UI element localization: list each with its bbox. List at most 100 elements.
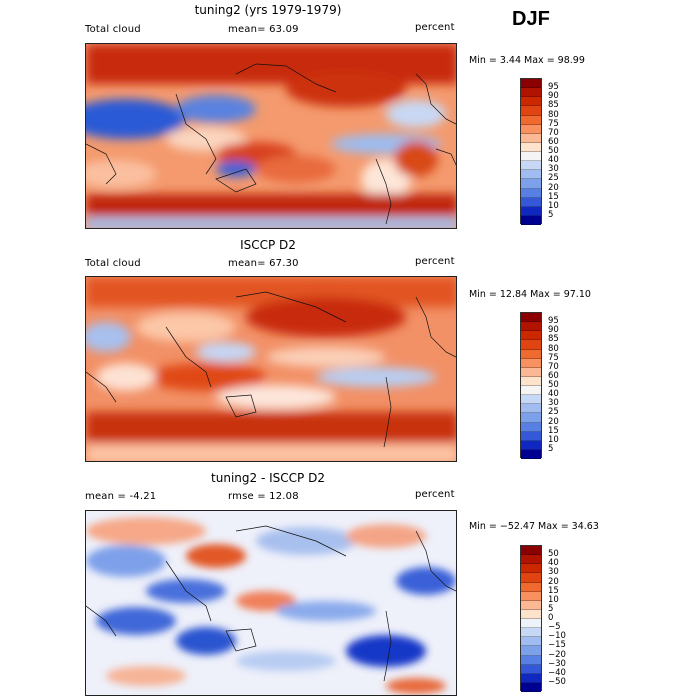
- panel-1-map: [85, 43, 457, 229]
- panel-3-map: [85, 510, 457, 696]
- colorbar-label: 25: [548, 407, 559, 418]
- colorbar-swatch: [521, 349, 541, 359]
- colorbar-label: −40: [548, 667, 566, 678]
- colorbar-label: 15: [548, 425, 559, 436]
- panel-1-field-label: Total cloud: [85, 24, 141, 35]
- colorbar-label: 70: [548, 361, 559, 372]
- colorbar-label: 50: [548, 549, 559, 560]
- panel-3-units: percent: [415, 489, 455, 500]
- panel-1-colorbar: [520, 78, 542, 225]
- colorbar-swatch: [521, 600, 541, 610]
- colorbar-swatch: [521, 546, 541, 556]
- colorbar-swatch: [521, 161, 541, 171]
- colorbar-swatch: [521, 431, 541, 441]
- panel-3-mean: mean = -4.21: [85, 491, 157, 502]
- colorbar-label: 85: [548, 334, 559, 345]
- colorbar-label: 30: [548, 398, 559, 409]
- colorbar-swatch: [521, 646, 541, 656]
- colorbar-swatch: [521, 115, 541, 125]
- colorbar-swatch: [521, 628, 541, 638]
- colorbar-label: 90: [548, 91, 559, 102]
- colorbar-label: 15: [548, 585, 559, 596]
- colorbar-swatch: [521, 422, 541, 432]
- panel-3-minmax: Min = −52.47 Max = 34.63: [469, 521, 599, 532]
- colorbar-swatch: [521, 170, 541, 180]
- colorbar-swatch: [521, 106, 541, 116]
- colorbar-label: 40: [548, 389, 559, 400]
- colorbar-swatch: [521, 449, 541, 459]
- panel-2-map: [85, 276, 457, 462]
- season-label: DJF: [512, 8, 550, 30]
- colorbar-swatch: [521, 395, 541, 405]
- panel-1-units: percent: [415, 22, 455, 33]
- colorbar-swatch: [521, 313, 541, 323]
- panel-2-title: ISCCP D2: [240, 238, 296, 252]
- colorbar-label: 5: [548, 443, 554, 454]
- colorbar-label: 20: [548, 576, 559, 587]
- colorbar-label: 25: [548, 173, 559, 184]
- colorbar-swatch: [521, 206, 541, 216]
- colorbar-swatch: [521, 367, 541, 377]
- colorbar-swatch: [521, 340, 541, 350]
- panel-2-map-svg: [86, 277, 456, 461]
- colorbar-swatch: [521, 358, 541, 368]
- colorbar-swatch: [521, 413, 541, 423]
- panel-1-mean: mean= 63.09: [228, 24, 299, 35]
- colorbar-swatch: [521, 197, 541, 207]
- colorbar-swatch: [521, 331, 541, 341]
- panel-3-rmse: rmse = 12.08: [228, 491, 299, 502]
- colorbar-label: 95: [548, 82, 559, 93]
- colorbar-swatch: [521, 133, 541, 143]
- colorbar-label: 5: [548, 209, 554, 220]
- colorbar-label: 10: [548, 434, 559, 445]
- colorbar-swatch: [521, 582, 541, 592]
- colorbar-label: 50: [548, 146, 559, 156]
- colorbar-swatch: [521, 142, 541, 152]
- panel-2-mean: mean= 67.30: [228, 258, 299, 269]
- colorbar-swatch: [521, 664, 541, 674]
- colorbar-label: 85: [548, 100, 559, 111]
- colorbar-label: 30: [548, 164, 559, 175]
- colorbar-label: 10: [548, 200, 559, 211]
- colorbar-swatch: [521, 97, 541, 107]
- panel-1-minmax: Min = 3.44 Max = 98.99: [469, 55, 585, 66]
- colorbar-label: 15: [548, 191, 559, 202]
- colorbar-label: 75: [548, 352, 559, 363]
- colorbar-label: 30: [548, 567, 559, 578]
- panel-1-map-svg: [86, 44, 456, 228]
- colorbar-swatch: [521, 637, 541, 647]
- colorbar-label: 90: [548, 325, 559, 336]
- colorbar-swatch: [521, 619, 541, 629]
- colorbar-label: 70: [548, 127, 559, 138]
- colorbar-swatch: [521, 555, 541, 565]
- colorbar-swatch: [521, 682, 541, 692]
- colorbar-label: 60: [548, 136, 559, 147]
- colorbar-label: 50: [548, 380, 559, 390]
- colorbar-label: 20: [548, 416, 559, 427]
- colorbar-label: −5: [548, 622, 561, 633]
- colorbar-swatch: [521, 386, 541, 396]
- colorbar-label: −30: [548, 658, 566, 669]
- colorbar-swatch: [521, 179, 541, 189]
- colorbar-label: −15: [548, 640, 566, 651]
- colorbar-swatch: [521, 124, 541, 134]
- colorbar-label: 40: [548, 155, 559, 166]
- colorbar-label: −20: [548, 649, 566, 660]
- panel-3-colorbar: [520, 545, 542, 692]
- colorbar-swatch: [521, 440, 541, 450]
- colorbar-label: 95: [548, 316, 559, 327]
- panel-3-title: tuning2 - ISCCP D2: [211, 471, 325, 485]
- colorbar-label: 80: [548, 343, 559, 354]
- colorbar-label: 0: [548, 613, 554, 623]
- colorbar-label: −10: [548, 631, 566, 642]
- panel-2-minmax: Min = 12.84 Max = 97.10: [469, 289, 591, 300]
- colorbar-swatch: [521, 564, 541, 574]
- colorbar-label: 80: [548, 109, 559, 120]
- colorbar-swatch: [521, 404, 541, 414]
- colorbar-label: 5: [548, 603, 554, 614]
- panel-1-title: tuning2 (yrs 1979-1979): [194, 3, 342, 17]
- panel-2-field-label: Total cloud: [85, 258, 141, 269]
- panel-2-colorbar: [520, 312, 542, 459]
- colorbar-label: 75: [548, 118, 559, 129]
- colorbar-swatch: [521, 609, 541, 619]
